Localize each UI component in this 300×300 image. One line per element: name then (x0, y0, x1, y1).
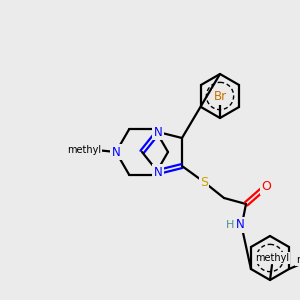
Text: H: H (226, 220, 234, 230)
Text: methyl: methyl (255, 253, 289, 263)
Text: O: O (261, 181, 271, 194)
Text: N: N (236, 218, 244, 232)
Text: S: S (200, 176, 208, 188)
Text: Br: Br (213, 91, 226, 103)
Text: methyl: methyl (296, 255, 300, 265)
Text: N: N (154, 166, 162, 178)
Text: N: N (112, 146, 120, 158)
Text: methyl: methyl (67, 145, 101, 155)
Text: N: N (154, 125, 162, 139)
